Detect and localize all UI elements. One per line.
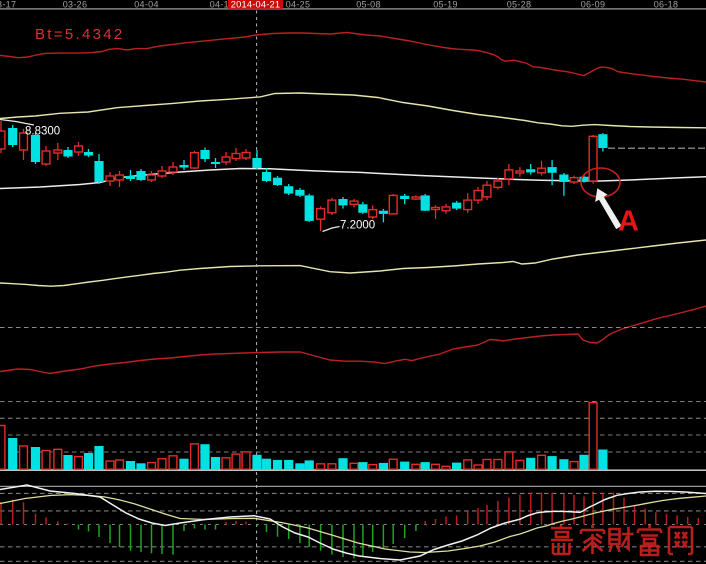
- svg-text:05-08: 05-08: [356, 0, 381, 9]
- svg-text:04-14: 04-14: [210, 0, 235, 9]
- svg-text:Bt=5.4342: Bt=5.4342: [35, 26, 125, 43]
- svg-text:8.8300: 8.8300: [25, 126, 60, 138]
- svg-text:2014-04-21: 2014-04-21: [231, 0, 281, 10]
- svg-text:7.2000: 7.2000: [340, 220, 375, 232]
- svg-text:04-04: 04-04: [134, 0, 159, 9]
- svg-text:05-19: 05-19: [433, 0, 458, 9]
- svg-text:06-18: 06-18: [654, 0, 679, 9]
- svg-text:03-26: 03-26: [63, 0, 88, 9]
- svg-text:A: A: [618, 206, 639, 238]
- svg-text:06-09: 06-09: [581, 0, 606, 9]
- svg-text:04-25: 04-25: [286, 0, 311, 9]
- svg-text:03-17: 03-17: [0, 0, 16, 9]
- svg-text:05-28: 05-28: [507, 0, 532, 9]
